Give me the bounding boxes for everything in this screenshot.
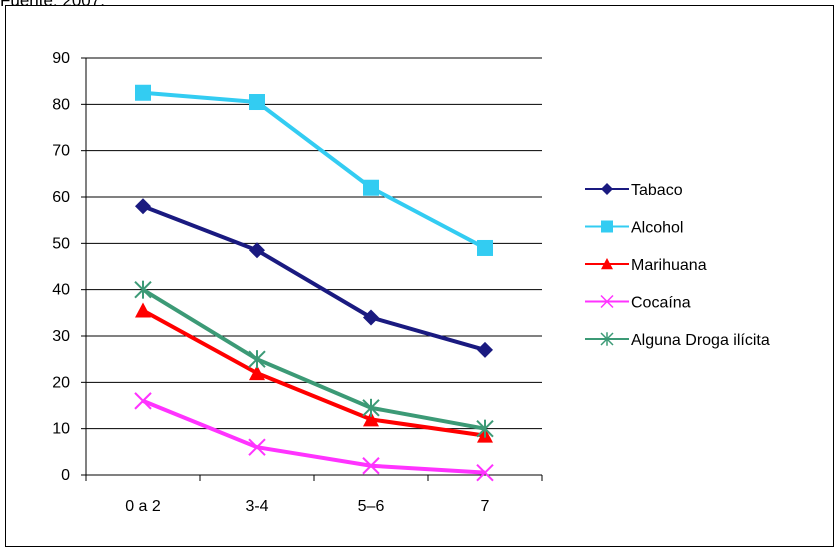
data-point (135, 84, 151, 101)
legend-item: Alguna Droga ilícita (585, 332, 770, 349)
data-point (363, 179, 379, 196)
data-point (134, 392, 152, 410)
data-point (363, 411, 379, 427)
x-tick-label: 5–6 (358, 498, 385, 515)
data-point (362, 457, 380, 475)
legend-label: Tabaco (631, 182, 683, 199)
legend-label: Alcohol (631, 220, 683, 237)
y-tick-label: 70 (52, 143, 70, 160)
series-line (142, 204, 486, 352)
data-point (476, 463, 494, 482)
data-point (476, 419, 494, 438)
marker-stroke (476, 463, 494, 482)
marker-stroke (600, 294, 614, 309)
y-tick-label: 60 (52, 189, 70, 206)
series-line (142, 90, 486, 250)
data-point (249, 242, 265, 259)
legend-marker (601, 183, 613, 195)
data-point (477, 341, 493, 358)
y-tick-label: 10 (52, 421, 70, 438)
legend-label: Marihuana (631, 257, 707, 274)
data-point (363, 309, 379, 326)
series-alguna-droga-ilicita (134, 280, 494, 438)
marker-stroke (362, 457, 380, 475)
y-tick-label: 30 (52, 328, 70, 345)
data-point (249, 365, 265, 381)
x-tick-label: 0 a 2 (125, 498, 161, 515)
series-line (142, 399, 486, 475)
series-line (141, 287, 486, 431)
x-tick-label: 7 (481, 498, 490, 515)
legend-item: Tabaco (585, 182, 683, 199)
data-point (248, 438, 266, 456)
series-tabaco (135, 198, 493, 358)
y-tick-label: 50 (52, 235, 70, 252)
y-tick-label: 40 (52, 282, 70, 299)
y-tick-label: 20 (52, 374, 70, 391)
legend-label: Cocaína (631, 295, 691, 312)
legend-marker (600, 294, 614, 309)
legend-item: Marihuana (585, 257, 707, 274)
data-point (135, 198, 151, 215)
marker-stroke (134, 392, 152, 410)
legend-label: Alguna Droga ilícita (631, 332, 770, 349)
legend-item: Alcohol (585, 220, 683, 237)
legend-marker (601, 258, 613, 270)
legend-marker (600, 332, 614, 346)
data-point (249, 94, 265, 111)
series-cocaina (134, 392, 494, 482)
x-tick-label: 3-4 (245, 498, 268, 515)
y-tick-label: 0 (61, 467, 70, 484)
data-point (135, 302, 151, 318)
legend-item: Cocaína (585, 295, 691, 312)
data-point (477, 239, 493, 256)
marker-stroke (248, 438, 266, 456)
data-point (134, 280, 152, 299)
series-alcohol (135, 84, 493, 256)
data-point (248, 350, 266, 369)
y-tick-label: 90 (52, 50, 70, 67)
series-line (142, 308, 486, 438)
data-point (362, 398, 380, 417)
y-tick-label: 80 (52, 96, 70, 113)
legend-marker (601, 220, 613, 233)
